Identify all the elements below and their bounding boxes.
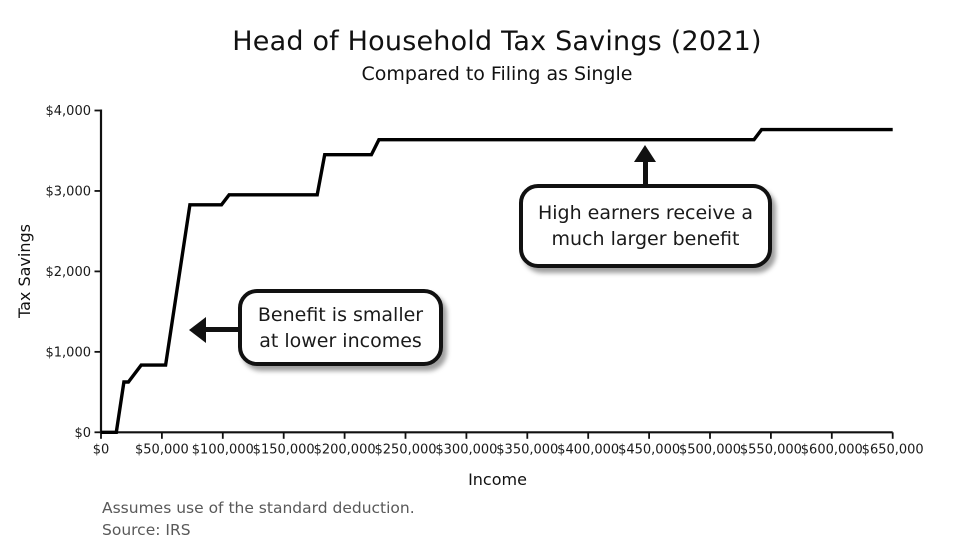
annotation-arrow-up-shaft bbox=[643, 157, 648, 185]
x-tick-label: $450,000 bbox=[618, 442, 680, 457]
y-tick-label: $4,000 bbox=[46, 104, 92, 119]
annotation-low-incomes: Benefit is smaller at lower incomes bbox=[238, 289, 443, 366]
footnotes: Assumes use of the standard deduction. S… bbox=[102, 497, 415, 541]
x-tick-label: $300,000 bbox=[435, 442, 497, 457]
annotation-low-line2: at lower incomes bbox=[259, 329, 422, 352]
x-axis-title: Income bbox=[468, 470, 527, 489]
x-tick-label: $600,000 bbox=[801, 442, 863, 457]
x-tick-label: $400,000 bbox=[557, 442, 619, 457]
annotation-arrow-left-shaft bbox=[203, 327, 240, 332]
axis-spines bbox=[99, 109, 893, 434]
annotation-high-earners: High earners receive a much larger benef… bbox=[519, 184, 772, 268]
x-tick-label: $150,000 bbox=[253, 442, 315, 457]
y-tick-label: $2,000 bbox=[46, 265, 92, 280]
x-tick-label: $200,000 bbox=[314, 442, 376, 457]
x-tick-label: $350,000 bbox=[496, 442, 558, 457]
y-tick-label: $1,000 bbox=[46, 345, 92, 360]
x-tick-label: $650,000 bbox=[862, 442, 924, 457]
arrow-up-icon bbox=[634, 145, 656, 162]
chart-title: Head of Household Tax Savings (2021) bbox=[232, 26, 762, 57]
tax-savings-line bbox=[101, 127, 893, 434]
x-tick-label: $250,000 bbox=[374, 442, 436, 457]
x-tick-label: $50,000 bbox=[135, 442, 189, 457]
annotation-high-line1: High earners receive a bbox=[537, 202, 754, 224]
x-tick-label: $0 bbox=[93, 442, 110, 457]
annotation-high-line2: much larger benefit bbox=[551, 228, 740, 250]
annotation-low-line1: Benefit is smaller bbox=[257, 303, 424, 326]
footnote-assumption: Assumes use of the standard deduction. bbox=[102, 499, 415, 517]
y-axis-title: Tax Savings bbox=[15, 224, 34, 318]
y-tick-label: $0 bbox=[74, 426, 91, 441]
footnote-source: Source: IRS bbox=[102, 521, 191, 539]
x-tick-label: $100,000 bbox=[192, 442, 254, 457]
x-tick-label: $550,000 bbox=[740, 442, 802, 457]
x-tick-label: $500,000 bbox=[679, 442, 741, 457]
arrow-left-icon bbox=[189, 316, 206, 343]
chart-subtitle: Compared to Filing as Single bbox=[361, 63, 633, 85]
y-tick-label: $3,000 bbox=[46, 184, 92, 199]
